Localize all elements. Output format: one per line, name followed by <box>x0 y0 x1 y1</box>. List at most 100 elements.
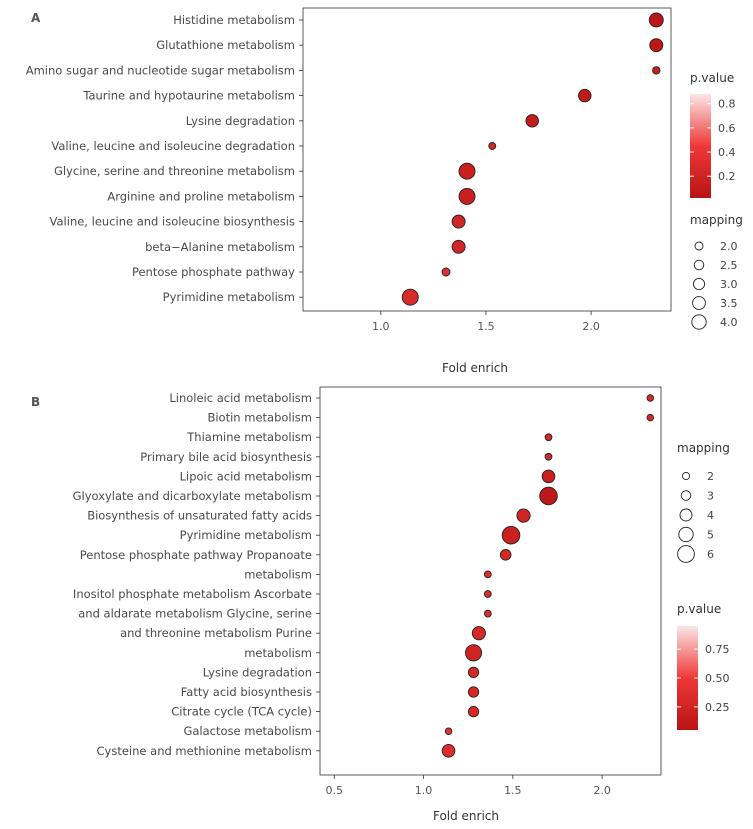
panel-b-pvalue-tick-label: 0.25 <box>705 701 730 714</box>
panel-a-point <box>441 267 451 277</box>
panel-a-mapping-key-label: 3.5 <box>720 297 738 310</box>
panel-a-y-label: Histidine metabolism <box>173 13 295 27</box>
panel-a-pvalue-tick-label: 0.2 <box>718 170 736 183</box>
panel-b-pvalue-legend-title: p.value <box>677 602 721 616</box>
panel-a-point <box>458 187 476 205</box>
panel-b-y-label: Linoleic acid metabolism <box>169 391 312 405</box>
panel-b-y-label: and aldarate metabolism Glycine, serine <box>78 607 312 621</box>
panel-b-y-label: Pentose phosphate pathway Propanoate <box>80 548 312 562</box>
panel-b: B Linoleic acid metabolism Biotin metabol… <box>31 386 730 823</box>
panel-a-point <box>525 114 539 128</box>
panel-b-y-label: Lysine degradation <box>203 665 312 679</box>
panel-b-point <box>516 508 531 523</box>
panel-a-point <box>578 88 592 103</box>
panel-b-frame <box>319 386 662 776</box>
panel-b-point <box>646 413 655 422</box>
panel-a-y-label: Arginine and proline metabolism <box>107 189 295 203</box>
panel-a-y-label: Lysine degradation <box>186 114 295 128</box>
panel-a-y-label: Valine, leucine and isoleucine biosynthe… <box>50 215 295 229</box>
panel-b-point <box>441 744 456 758</box>
panel-b-y-label: Lipoic acid metabolism <box>180 469 312 483</box>
panel-b-point <box>483 590 492 598</box>
panel-b-x-tick-label: 1.5 <box>504 784 522 797</box>
panel-a-x-tick-label: 2.0 <box>582 320 600 333</box>
panel-b-point <box>467 705 480 718</box>
panel-a-y-label: Pyrimidine metabolism <box>163 290 295 304</box>
panel-b-pvalue-legend: p.value 0.75 0.50 0.25 <box>677 602 730 730</box>
panel-a-point <box>451 214 466 229</box>
panel-a-pvalue-colorbar <box>690 94 711 198</box>
panel-b-y-label: metabolism <box>244 567 312 581</box>
panel-a-pvalue-legend: p.value 0.8 0.6 0.4 0.2 <box>690 71 736 198</box>
panel-a-pvalue-tick-label: 0.4 <box>718 146 736 159</box>
panel-a-point <box>458 162 476 180</box>
panel-a-y-label: Valine, leucine and isoleucine degradati… <box>51 139 295 153</box>
panel-a-point <box>652 66 661 75</box>
panel-b-pvalue-tick-label: 0.50 <box>705 672 730 685</box>
panel-b-y-label: Galactose metabolism <box>183 724 312 738</box>
panel-b-point <box>467 666 480 679</box>
panel-b-y-label: metabolism <box>244 646 312 660</box>
panel-a-pvalue-legend-title: p.value <box>690 71 734 85</box>
panel-b-y-label: Biotin metabolism <box>207 411 312 425</box>
panel-b-y-label: Glyoxylate and dicarboxylate metabolism <box>73 489 312 503</box>
panel-a: A Histidine metabolism Glutathione metabo… <box>26 7 743 375</box>
panel-a-mapping-legend-title: mapping <box>690 213 743 227</box>
panel-b-point <box>467 686 480 698</box>
panel-a-mapping-key <box>692 296 706 310</box>
panel-b-point <box>483 570 492 579</box>
panel-b-y-label: Pyrimidine metabolism <box>180 528 312 542</box>
panel-b-mapping-key <box>677 545 695 563</box>
panel-b-point <box>501 525 521 545</box>
panel-b-mapping-key-label: 4 <box>707 509 714 522</box>
panel-a-tag: A <box>31 11 41 25</box>
panel-b-point <box>544 452 553 461</box>
panel-a-mapping-key <box>691 314 707 330</box>
panel-a-y-label: Taurine and hypotaurine metabolism <box>82 89 295 103</box>
panel-a-y-label: beta−Alanine metabolism <box>145 240 295 254</box>
panel-a-xlabel: Fold enrich <box>442 361 508 375</box>
panel-b-xlabel: Fold enrich <box>433 809 499 823</box>
panel-a-point <box>648 12 664 28</box>
panel-b-point <box>539 486 558 506</box>
panel-b-mapping-key <box>680 490 692 501</box>
panel-b-mapping-key-label: 5 <box>707 529 714 542</box>
panel-b-x-tick-label: 1.0 <box>415 784 433 797</box>
panel-b-point <box>444 727 453 735</box>
panel-b-y-label: Biosynthesis of unsaturated fatty acids <box>87 509 312 523</box>
panel-a-mapping-key <box>692 277 706 291</box>
panel-b-y-label: Primary bile acid biosynthesis <box>140 450 312 464</box>
panel-a-point <box>488 142 497 150</box>
panel-b-y-label: and threonine metabolism Purine <box>120 626 312 640</box>
panel-b-mapping-legend: mapping 2 3 4 5 6 <box>677 441 730 563</box>
panel-b-point <box>646 394 655 402</box>
panel-a-y-label: Glutathione metabolism <box>156 38 295 52</box>
panel-b-mapping-key-label: 2 <box>707 470 714 483</box>
panel-a-x-tick-label: 1.5 <box>477 320 495 333</box>
panel-a-mapping-key-label: 4.0 <box>720 316 738 329</box>
panel-b-mapping-legend-title: mapping <box>677 441 730 455</box>
panel-b-y-label: Cysteine and methionine metabolism <box>97 744 312 758</box>
panel-b-point <box>499 549 512 561</box>
panel-a-mapping-legend: mapping 2.0 2.5 3.0 3.5 4.0 <box>690 213 743 330</box>
panel-b-tag: B <box>31 395 40 409</box>
panel-a-mapping-key-label: 2.0 <box>720 240 738 253</box>
panel-a-y-label: Glycine, serine and threonine metabolism <box>54 164 295 178</box>
panel-b-point <box>541 469 556 484</box>
panel-b-mapping-key <box>679 508 693 522</box>
panel-a-pvalue-tick-label: 0.6 <box>718 122 736 135</box>
panel-a-frame <box>302 7 672 312</box>
panel-a-y-label: Pentose phosphate pathway <box>132 265 295 279</box>
panel-b-y-label: Fatty acid biosynthesis <box>181 685 312 699</box>
panel-b-mapping-key <box>681 471 691 481</box>
panel-b-point <box>465 644 483 662</box>
panel-b-pvalue-colorbar <box>677 626 698 730</box>
panel-b-x-tick-label: 2.0 <box>593 784 611 797</box>
panel-b-x-tick-label: 0.5 <box>326 784 344 797</box>
panel-a-pvalue-tick-label: 0.8 <box>718 98 736 111</box>
panel-a-mapping-key <box>694 241 704 251</box>
panel-b-pvalue-tick-label: 0.75 <box>705 643 730 656</box>
panel-b-mapping-key-label: 3 <box>707 490 714 503</box>
panel-b-point <box>483 609 492 618</box>
